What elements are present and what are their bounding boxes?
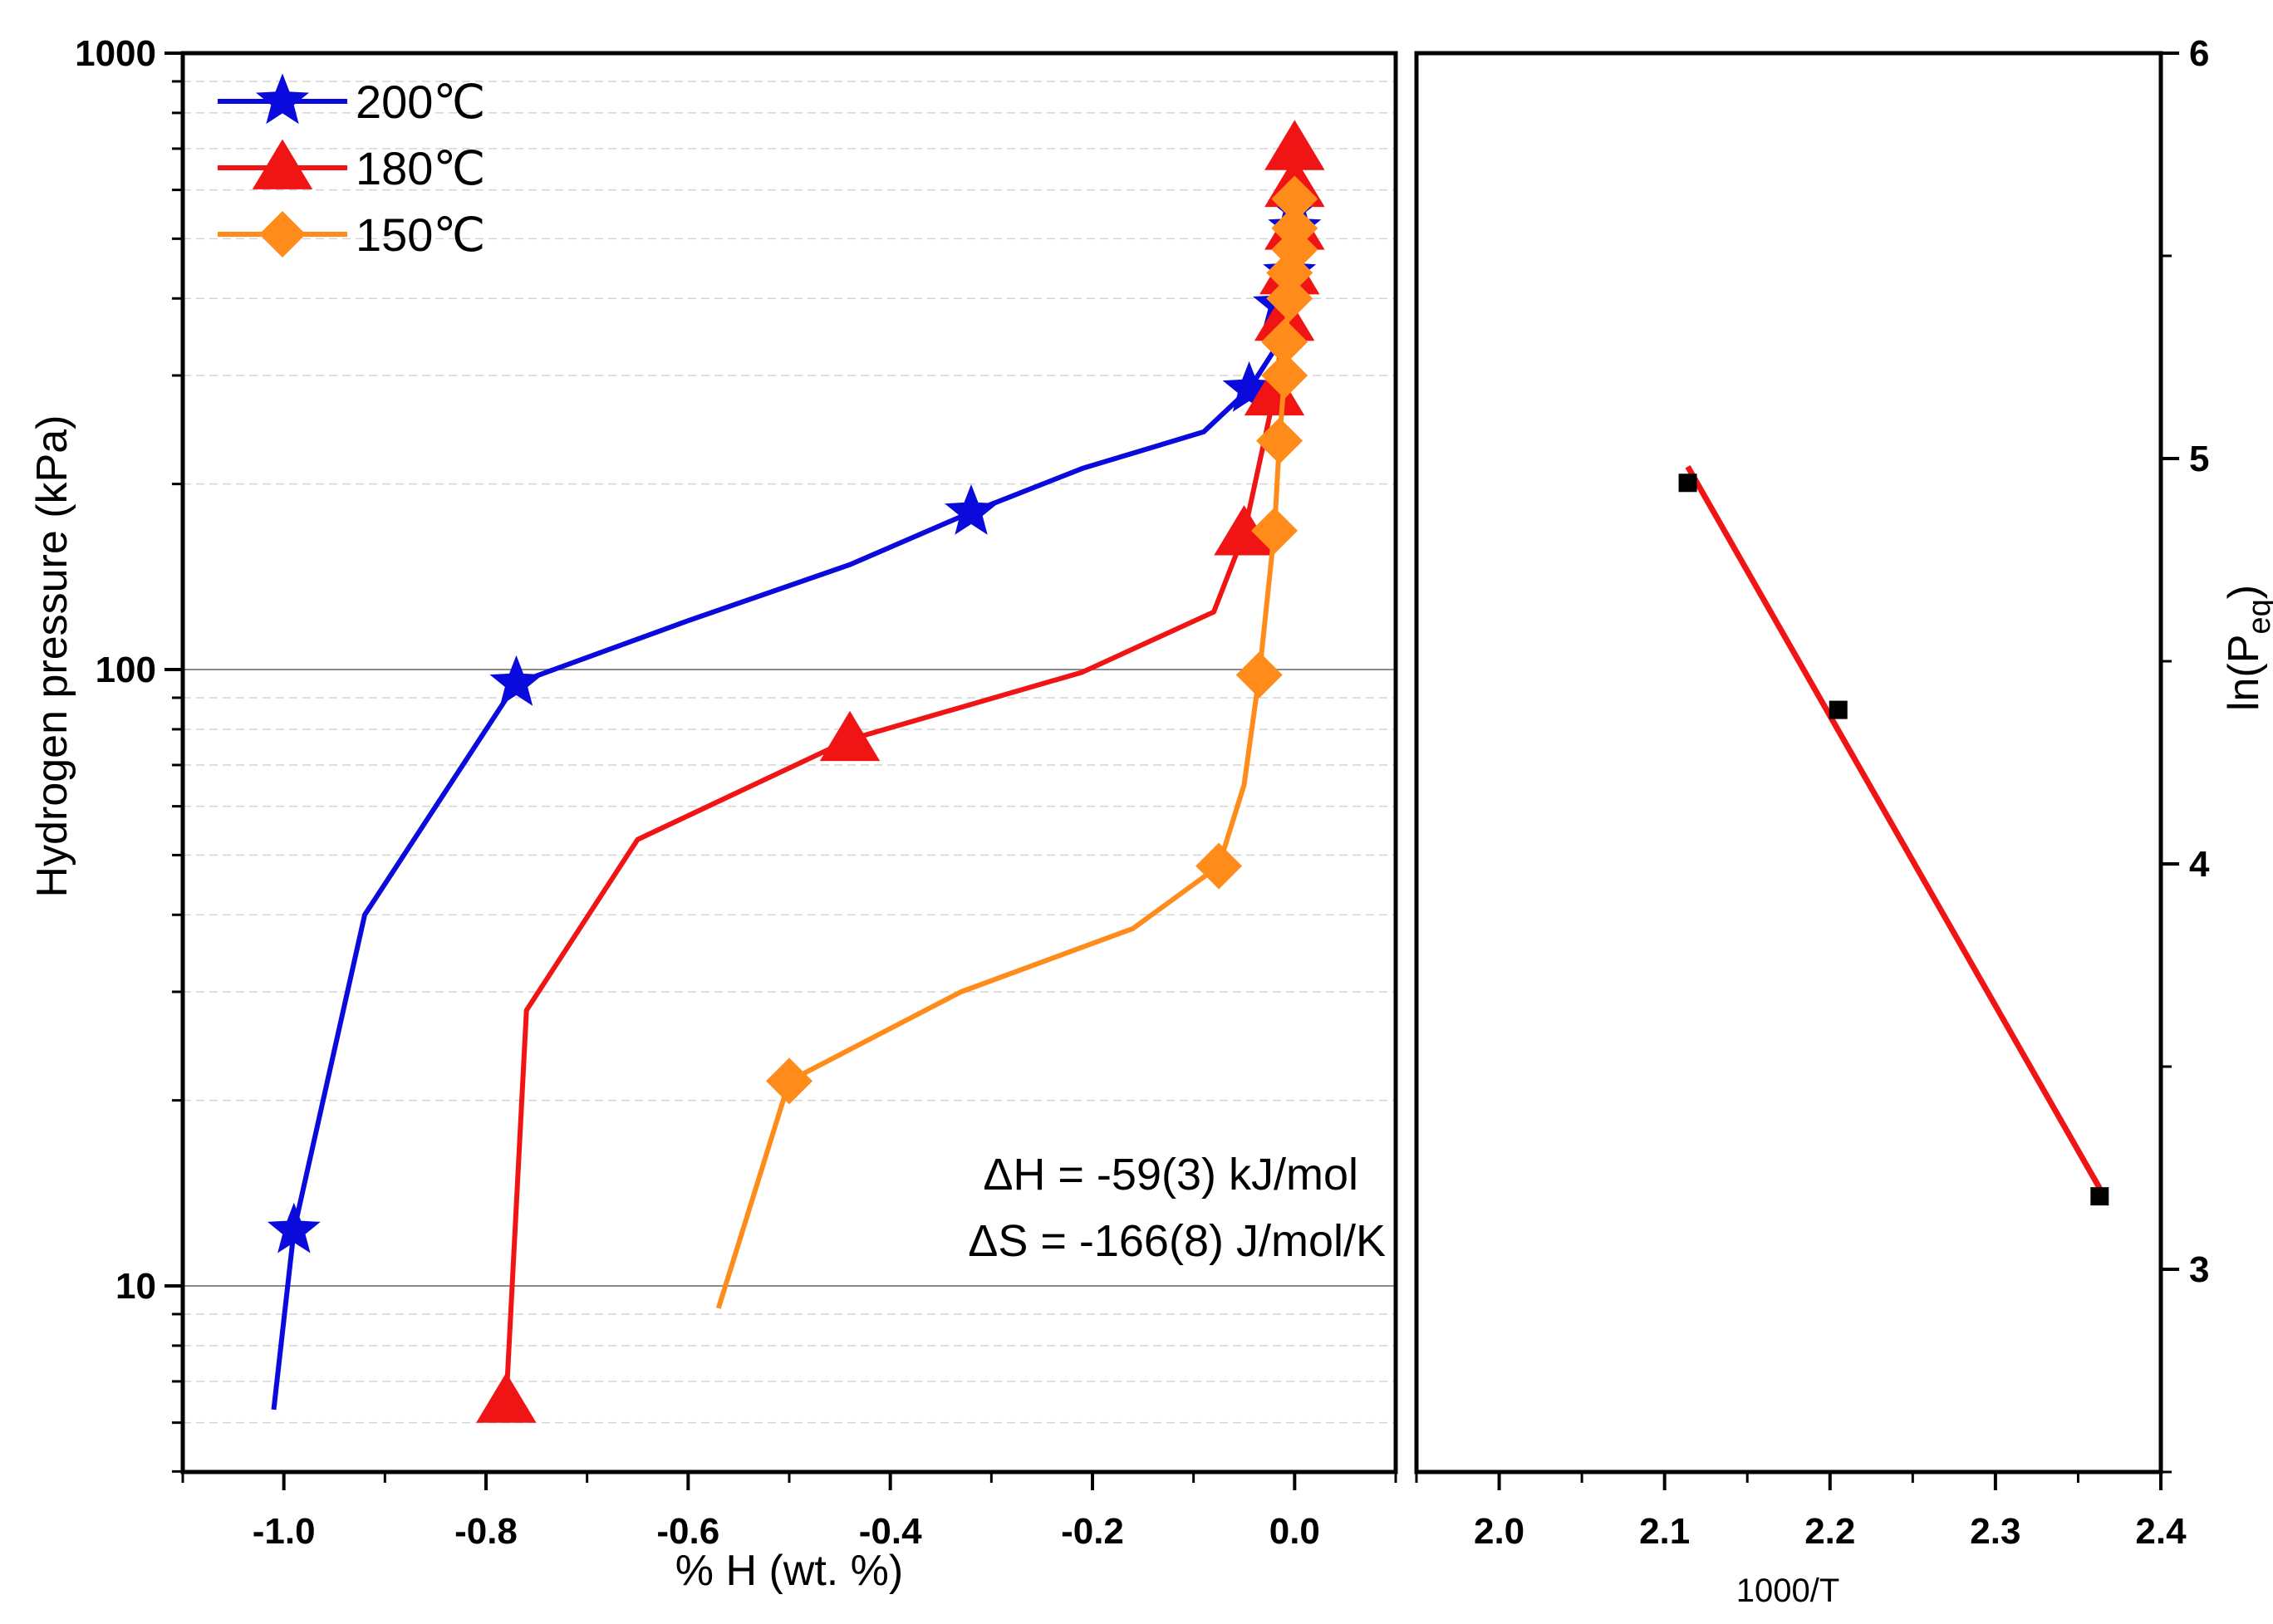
data-point-star xyxy=(489,655,543,706)
annotation-enthalpy: ΔH = -59(3) kJ/mol xyxy=(983,1150,1358,1200)
data-point-star xyxy=(267,1202,321,1254)
plot-area-left xyxy=(183,53,1396,1472)
legend: 200℃ 180℃ 150℃ xyxy=(218,73,485,261)
linear-fit-line xyxy=(1685,465,2103,1190)
annotation-entropy: ΔS = -166(8) J/mol/K xyxy=(968,1216,1386,1266)
data-point-diamond xyxy=(1251,507,1298,554)
data-point-triangle xyxy=(1264,120,1325,170)
grid-lines-left xyxy=(183,81,1396,1473)
data-point-triangle xyxy=(1244,365,1305,416)
series-group xyxy=(267,120,1325,1423)
data-point-triangle xyxy=(1214,505,1274,556)
data-point-diamond xyxy=(766,1057,812,1105)
x-tick-label: 2.4 xyxy=(2135,1511,2187,1552)
x-tick-label: 2.2 xyxy=(1804,1511,1855,1552)
y-axis-label-right: ln(Peq) xyxy=(2220,585,2273,711)
legend-marker-star xyxy=(256,73,309,125)
y-tick-label: 6 xyxy=(2189,33,2209,74)
y-tick-label: 4 xyxy=(2189,844,2210,885)
legend-marker-diamond xyxy=(259,211,306,258)
data-point-triangle xyxy=(476,1372,537,1423)
legend-label: 180℃ xyxy=(356,142,485,194)
x-tick-label: 2.3 xyxy=(1970,1511,2020,1552)
x-tick-label: -0.6 xyxy=(656,1511,719,1552)
data-point-diamond xyxy=(1261,351,1308,399)
x-tick-label: 0.0 xyxy=(1269,1511,1320,1552)
data-point-diamond xyxy=(1195,842,1243,890)
vant-hoff-point xyxy=(1678,473,1697,493)
y-tick-label: 5 xyxy=(2189,439,2209,479)
x-tick-label: 2.0 xyxy=(1474,1511,1524,1552)
x-tick-label: -0.8 xyxy=(454,1511,518,1552)
van-t-hoff-panel: 2.0 2.1 2.2 2.3 2.4 3 4 5 6 1000/T ln(Peq) xyxy=(1414,33,2273,1609)
legend-label: 200℃ xyxy=(356,76,485,128)
data-point-diamond xyxy=(1256,417,1303,464)
vant-hoff-point xyxy=(1829,700,1848,719)
y-tick-label: 100 xyxy=(96,650,156,690)
pressure-composition-isotherm-panel: -1.0 -0.8 -0.6 -0.4 -0.2 0.0 10 100 1000 % H (w… xyxy=(28,33,1398,1595)
y-axis-right: 3 4 5 6 xyxy=(2161,33,2210,1474)
series-diamond xyxy=(715,175,1318,1309)
x-tick-label: -1.0 xyxy=(253,1511,316,1552)
data-point-triangle xyxy=(819,710,881,762)
data-point-star xyxy=(945,484,998,535)
vant-hoff-data-group xyxy=(1678,465,2109,1206)
legend-marker-triangle xyxy=(252,139,313,189)
x-axis-left: -1.0 -0.8 -0.6 -0.4 -0.2 0.0 xyxy=(181,1472,1397,1552)
x-tick-label: 2.1 xyxy=(1639,1511,1690,1552)
vant-hoff-point xyxy=(2090,1187,2109,1206)
legend-label: 150℃ xyxy=(356,209,485,261)
data-point-diamond xyxy=(1271,204,1318,252)
x-axis-label-right: 1000/T xyxy=(1736,1572,1840,1609)
y-axis-left: 10 100 1000 xyxy=(75,33,183,1473)
data-point-diamond xyxy=(1261,318,1308,366)
y-axis-label-left: Hydrogen pressure (kPa) xyxy=(28,415,76,898)
x-axis-label-left: % H (wt. %) xyxy=(675,1547,903,1595)
y-tick-label: 1000 xyxy=(75,33,156,74)
plot-frame-right xyxy=(1414,51,2163,1474)
y-tick-label: 10 xyxy=(115,1266,156,1307)
x-axis-right: 2.0 2.1 2.2 2.3 2.4 xyxy=(1415,1472,2187,1552)
data-point-diamond xyxy=(1235,651,1283,699)
data-point-diamond xyxy=(1266,275,1313,322)
data-point-star xyxy=(1222,361,1276,412)
data-point-diamond xyxy=(1271,175,1318,223)
x-tick-label: -0.4 xyxy=(859,1511,922,1552)
y-tick-label: 3 xyxy=(2189,1249,2209,1290)
x-tick-label: -0.2 xyxy=(1061,1511,1124,1552)
